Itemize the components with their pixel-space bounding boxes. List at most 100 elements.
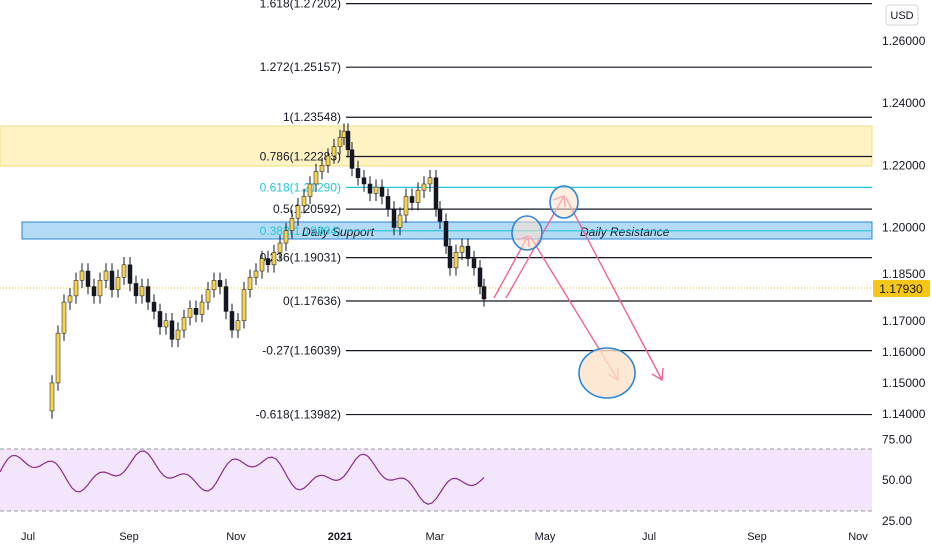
candle-body-69 [447, 245, 453, 269]
fib-levels: 1.618(1.27202) 1.272(1.25157) 1(1.23548) 0.… [256, 0, 872, 422]
fib-label-1: 1.272(1.25157) [260, 60, 341, 74]
candle-body-42 [295, 205, 301, 219]
candle-body-13 [121, 264, 127, 278]
candle-body-38 [271, 252, 277, 266]
time-tick-3: 2021 [328, 531, 352, 543]
price-tick-6: 1.16000 [882, 345, 926, 359]
candle-body-43 [301, 196, 307, 206]
fib-label-2: 1(1.23548) [283, 110, 341, 124]
candle-body-74 [477, 267, 483, 287]
last-price-tag: 1.17930 [873, 280, 930, 297]
projection-down-arrow-2 [565, 197, 663, 381]
candle-body-39 [277, 242, 283, 253]
candle-body-32 [235, 320, 241, 331]
candle-body-67 [437, 208, 443, 222]
fib-label-9: -0.27(1.16039) [262, 344, 341, 358]
time-axis: Jul Sep Nov 2021 Mar May Jul Sep Nov [21, 531, 868, 543]
time-tick-8: Nov [848, 531, 868, 543]
candle-body-34 [247, 276, 253, 290]
candle-body-11 [109, 270, 115, 290]
time-tick-2: Nov [226, 531, 246, 543]
price-tick-4: 1.18500 [882, 267, 926, 281]
supply-zone [0, 125, 873, 167]
candle-body-54 [361, 177, 367, 185]
currency-button[interactable]: USD [885, 4, 919, 26]
candle-body-29 [217, 280, 223, 287]
target-circle-3 [578, 347, 636, 399]
candle-body-41 [289, 217, 295, 231]
rsi-line [0, 450, 485, 505]
projection-down-arrow-2-head [651, 367, 664, 382]
candle-body-58 [385, 196, 391, 210]
candle-body-51 [345, 130, 351, 151]
fib-label-3: 0.786(1.22283) [260, 150, 341, 164]
time-tick-6: Jul [642, 531, 656, 543]
candle-body-62 [409, 196, 415, 203]
candle-body-75 [481, 286, 487, 300]
candle-body-53 [355, 168, 361, 179]
candle-body-7 [85, 270, 91, 287]
candle-body-44 [307, 183, 313, 197]
candle-body-17 [145, 286, 151, 303]
candle-body-52 [349, 149, 355, 169]
candle-body-50 [341, 130, 347, 138]
candle-body-1 [49, 382, 55, 412]
candle-body-37 [265, 258, 271, 266]
candle-body-4 [67, 295, 73, 303]
price-tick-3: 1.20000 [882, 221, 926, 235]
price-tick-7: 1.15000 [882, 376, 926, 390]
rsi-tick-1: 50.00 [882, 473, 912, 487]
candle-body-57 [379, 186, 385, 197]
fib-label-8: 0(1.17636) [283, 294, 341, 308]
candle-body-24 [187, 308, 193, 318]
candles [49, 123, 487, 419]
candle-body-45 [313, 171, 319, 185]
candle-body-68 [443, 221, 449, 247]
candle-body-26 [199, 301, 205, 315]
price-tick-0: 1.26000 [882, 34, 926, 48]
price-tick-2: 1.22000 [882, 158, 926, 172]
price-tick-1: 1.24000 [882, 96, 926, 110]
candle-body-49 [337, 137, 343, 147]
candle-body-72 [465, 245, 471, 259]
candle-body-61 [403, 196, 409, 216]
candle-body-65 [427, 177, 433, 185]
candle-body-8 [91, 286, 97, 297]
fib-label-5: 0.5(1.20592) [273, 202, 341, 216]
candle-body-31 [229, 311, 235, 331]
candle-body-40 [283, 230, 289, 244]
fib-label-10: -0.618(1.13982) [256, 408, 341, 422]
candle-body-5 [73, 280, 79, 297]
last-price-value: 1.17930 [879, 282, 923, 296]
candle-body-63 [415, 189, 421, 203]
candle-body-21 [169, 320, 175, 340]
candle-body-23 [181, 317, 187, 331]
fib-label-6: 0.382(1.19894) [260, 224, 341, 238]
candle-body-55 [367, 183, 373, 194]
time-tick-4: Mar [426, 531, 445, 543]
candle-body-16 [139, 286, 145, 297]
time-tick-0: Jul [21, 531, 35, 543]
price-tick-8: 1.14000 [882, 407, 926, 421]
candle-body-70 [453, 252, 459, 269]
target-circle-1 [511, 215, 543, 251]
candle-body-3 [61, 301, 67, 334]
time-tick-1: Sep [119, 531, 139, 543]
candle-body-9 [97, 280, 103, 297]
fib-label-0: 1.618(1.27202) [260, 0, 341, 11]
candle-body-48 [331, 146, 337, 157]
candle-body-46 [319, 165, 325, 172]
price-axis: 1.26000 1.24000 1.22000 1.20000 1.18500 1.170… [882, 34, 926, 421]
candle-body-2 [55, 332, 61, 384]
candle-body-27 [205, 289, 211, 303]
candle-body-59 [391, 208, 397, 228]
rsi-band [0, 449, 872, 511]
target-circle-2 [549, 185, 579, 219]
candle-body-66 [433, 177, 439, 210]
candle-body-60 [397, 214, 403, 228]
candle-body-47 [325, 155, 331, 166]
candle-body-28 [211, 280, 217, 290]
candle-body-18 [151, 301, 157, 312]
